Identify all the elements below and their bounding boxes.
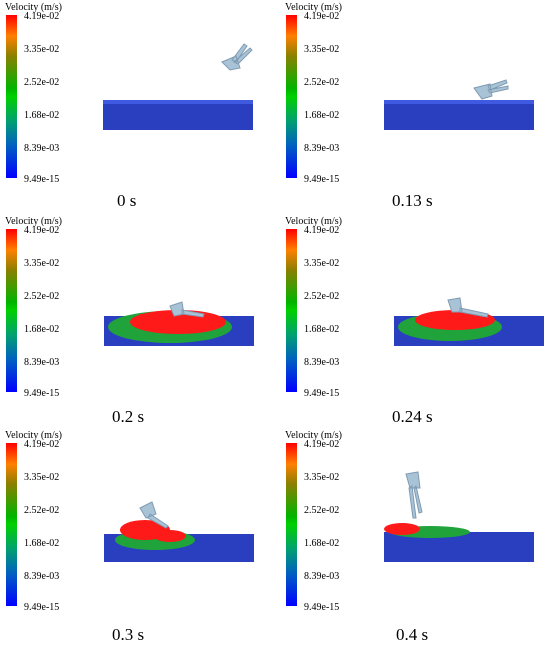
colorbar-tick: 8.39e-03 (304, 143, 340, 154)
colorbar-tick: 8.39e-03 (24, 143, 60, 154)
colorbar-tick: 9.49e-15 (304, 174, 340, 185)
fish-model (447, 297, 489, 318)
colorbar-tick: 3.35e-02 (24, 44, 60, 55)
colorbar-gradient (6, 229, 17, 392)
colorbar-tick: 8.39e-03 (24, 357, 60, 368)
panel-04s: Velocity (m/s) 4.19e-02 3.35e-02 2.52e-0… (280, 428, 550, 644)
simulation-scene (394, 297, 544, 346)
colorbar-gradient (286, 15, 297, 178)
colorbar-tick: 1.68e-02 (24, 110, 60, 121)
colorbar-tick: 8.39e-03 (304, 357, 340, 368)
colorbar-tick: 9.49e-15 (304, 602, 340, 613)
colorbar-tick: 2.52e-02 (24, 505, 60, 516)
time-label: 0.2 s (112, 407, 145, 426)
colorbar-tick: 1.68e-02 (24, 324, 60, 335)
particle-bed (384, 100, 534, 130)
simulation-scene (103, 43, 253, 130)
colorbar-tick: 2.52e-02 (24, 291, 60, 302)
fish-model (473, 79, 509, 100)
colorbar-tick: 9.49e-15 (24, 388, 60, 399)
colorbar-tick: 1.68e-02 (304, 538, 340, 549)
colorbar-tick: 4.19e-02 (24, 439, 60, 450)
colorbar-tick: 2.52e-02 (304, 505, 340, 516)
colorbar-gradient (6, 443, 17, 606)
colorbar-tick: 2.52e-02 (304, 291, 340, 302)
colorbar-gradient (6, 15, 17, 178)
colorbar-tick: 1.68e-02 (24, 538, 60, 549)
colorbar-tick: 2.52e-02 (304, 77, 340, 88)
colorbar-tick: 9.49e-15 (24, 174, 60, 185)
particle-bed (103, 100, 253, 130)
colorbar-title: Velocity (m/s) (5, 2, 62, 13)
colorbar-title: Velocity (m/s) (5, 216, 62, 227)
colorbar-tick: 3.35e-02 (24, 472, 60, 483)
colorbar-title: Velocity (m/s) (285, 430, 342, 441)
fish-model (139, 501, 169, 529)
time-label: 0.4 s (396, 625, 429, 644)
fish-model (221, 43, 253, 71)
fish-model (169, 301, 205, 318)
panel-0s: Velocity (m/s) 4.19e-02 3.35e-02 2.52e-0… (0, 0, 270, 214)
colorbar-tick: 3.35e-02 (304, 44, 340, 55)
colorbar-tick: 3.35e-02 (24, 258, 60, 269)
time-label: 0.24 s (392, 407, 433, 426)
simulation-scene (384, 471, 534, 562)
colorbar-title: Velocity (m/s) (285, 216, 342, 227)
colorbar-tick: 4.19e-02 (304, 439, 340, 450)
simulation-scene (104, 501, 254, 562)
colorbar-tick: 4.19e-02 (304, 11, 340, 22)
colorbar-tick: 3.35e-02 (304, 472, 340, 483)
panel-02s: Velocity (m/s) 4.19e-02 3.35e-02 2.52e-0… (0, 214, 270, 428)
fish-model (405, 471, 423, 519)
colorbar-tick: 8.39e-03 (24, 571, 60, 582)
colorbar-tick: 8.39e-03 (304, 571, 340, 582)
panel-013s: Velocity (m/s) 4.19e-02 3.35e-02 2.52e-0… (280, 0, 550, 214)
colorbar-tick: 2.52e-02 (24, 77, 60, 88)
colorbar-tick: 4.19e-02 (24, 11, 60, 22)
colorbar-tick: 1.68e-02 (304, 110, 340, 121)
time-label: 0.13 s (392, 191, 433, 210)
colorbar-title: Velocity (m/s) (285, 2, 342, 13)
colorbar-title: Velocity (m/s) (5, 430, 62, 441)
panel-024s: Velocity (m/s) 4.19e-02 3.35e-02 2.52e-0… (280, 214, 550, 428)
colorbar-tick: 4.19e-02 (24, 225, 60, 236)
colorbar-tick: 1.68e-02 (304, 324, 340, 335)
colorbar-tick: 9.49e-15 (304, 388, 340, 399)
simulation-scene (104, 301, 254, 346)
colorbar-gradient (286, 229, 297, 392)
colorbar-gradient (286, 443, 297, 606)
panel-03s: Velocity (m/s) 4.19e-02 3.35e-02 2.52e-0… (0, 428, 270, 644)
colorbar-tick: 3.35e-02 (304, 258, 340, 269)
colorbar-tick: 4.19e-02 (304, 225, 340, 236)
simulation-scene (384, 79, 534, 130)
time-label: 0 s (117, 191, 137, 210)
time-label: 0.3 s (112, 625, 145, 644)
colorbar-tick: 9.49e-15 (24, 602, 60, 613)
